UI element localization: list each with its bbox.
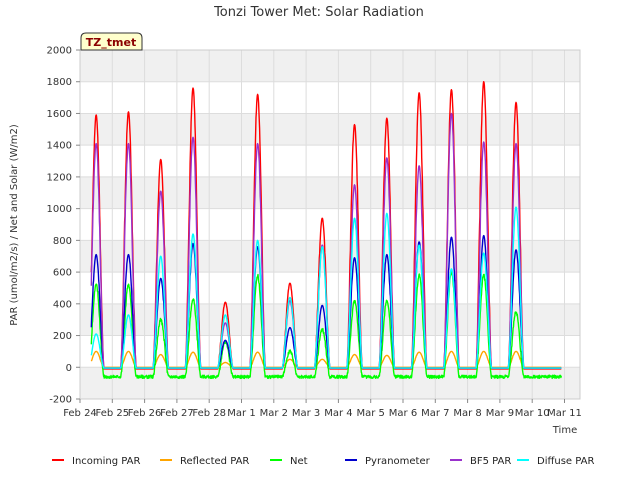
- legend-label: BF5 PAR: [470, 456, 511, 467]
- series-layer: [90, 80, 562, 380]
- x-tick-label: Mar 1: [227, 408, 255, 419]
- y-tick-label: 1800: [47, 77, 72, 88]
- y-tick-label: 1600: [47, 109, 72, 120]
- x-tick-label: Feb 25: [95, 408, 129, 419]
- x-tick-label: Feb 24: [63, 408, 97, 419]
- y-tick-label: 600: [53, 268, 72, 279]
- series-line-3: [90, 270, 562, 380]
- plot-frame: [79, 49, 581, 400]
- x-tick-label: Mar 4: [324, 408, 352, 419]
- x-tick-label: Mar 3: [292, 408, 320, 419]
- series-line-2: [90, 350, 562, 368]
- y-tick-label: 1200: [47, 172, 72, 183]
- y-tick-label: 1000: [47, 204, 72, 215]
- legend-label: Net: [290, 456, 308, 467]
- legend: Incoming PAR Reflected PAR Net Pyranometer B…: [52, 456, 594, 467]
- legend-label: Pyranometer: [365, 456, 431, 467]
- plot-area: [79, 49, 581, 400]
- x-tick-label: Mar 11: [547, 408, 582, 419]
- y-axis-title: PAR (umol/m2/s) / Net and Solar (W/m2): [9, 124, 20, 326]
- plot-band: [80, 240, 580, 273]
- y-tick-label: 400: [53, 299, 72, 310]
- y-tick-label: 200: [53, 331, 72, 342]
- x-tick-label: Feb 26: [128, 408, 162, 419]
- plot-band: [80, 113, 580, 146]
- plot-band: [80, 50, 580, 82]
- y-tick-label: 1400: [47, 141, 72, 152]
- site-tag-label: TZ_tmet: [86, 36, 136, 49]
- chart-title: Tonzi Tower Met: Solar Radiation: [213, 5, 424, 20]
- x-tick-label: Mar 5: [356, 408, 384, 419]
- y-tick-label: 2000: [47, 46, 72, 57]
- site-tag: TZ_tmet: [80, 32, 143, 51]
- x-tick-label: Feb 27: [160, 408, 194, 419]
- series-line-6: [90, 206, 562, 369]
- x-axis-title: Time: [552, 425, 577, 436]
- y-tick-label: 800: [53, 236, 72, 247]
- x-tick-label: Mar 8: [453, 408, 481, 419]
- plot-band: [80, 367, 580, 399]
- legend-label: Reflected PAR: [180, 456, 249, 467]
- y-axis: -200 0 200 400 600 800 1000 1200 1400 1600 1800 200…: [47, 46, 80, 406]
- y-tick-label: -200: [49, 395, 72, 406]
- x-tick-label: Feb 28: [192, 408, 226, 419]
- x-tick-label: Mar 10: [515, 408, 550, 419]
- plot-band: [80, 176, 580, 209]
- site-tag-box: [80, 32, 143, 51]
- x-tick-label: Mar 6: [389, 408, 417, 419]
- x-tick-label: Mar 7: [421, 408, 449, 419]
- x-tick-label: Mar 9: [486, 408, 514, 419]
- legend-label: Diffuse PAR: [537, 456, 594, 467]
- y-tick-label: 0: [66, 363, 72, 374]
- x-tick-label: Mar 2: [260, 408, 288, 419]
- legend-label: Incoming PAR: [72, 456, 141, 467]
